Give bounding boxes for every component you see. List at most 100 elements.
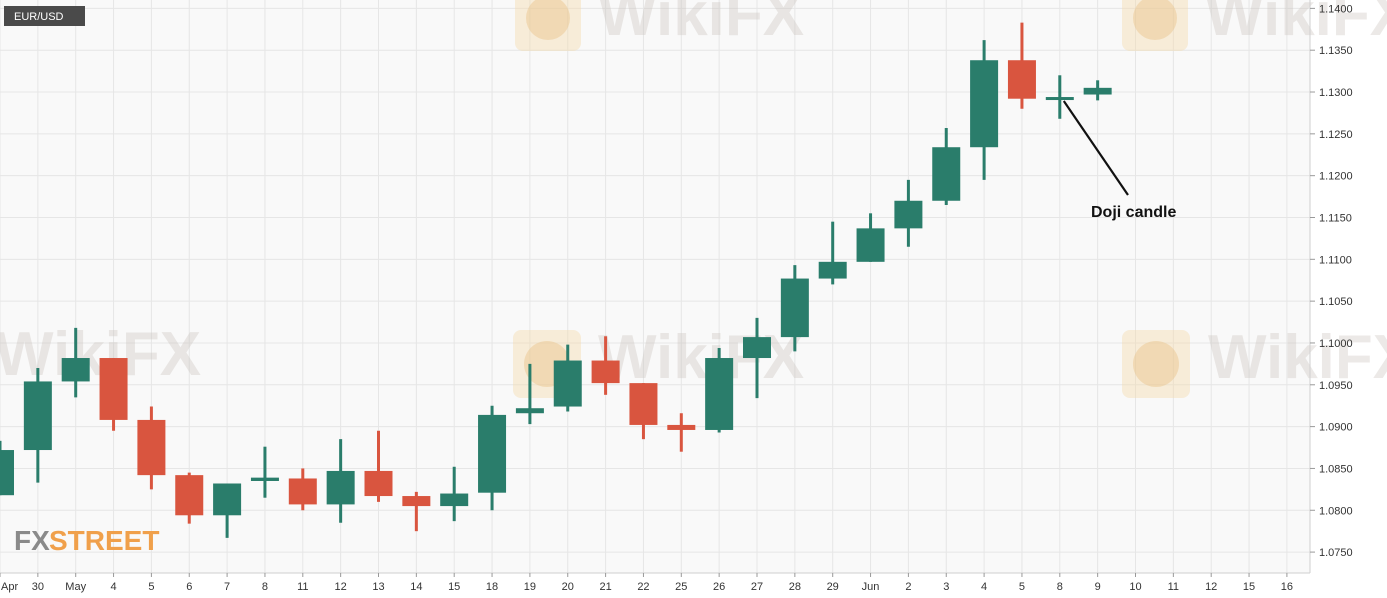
x-tick-label: 15	[1243, 581, 1255, 593]
candle-body	[440, 493, 469, 507]
candle-body	[364, 470, 393, 497]
candle-body	[629, 383, 658, 425]
x-tick-label: 14	[410, 581, 422, 593]
x-tick-label: 18	[486, 581, 498, 593]
candle-body	[932, 147, 961, 201]
candle-body	[818, 261, 847, 279]
fxstreet-logo: FX STREET	[14, 525, 159, 556]
x-tick-label: 28	[789, 581, 801, 593]
candle-body	[667, 424, 696, 430]
candle	[705, 347, 734, 433]
candle-body	[402, 496, 431, 507]
x-tick-label: 30	[32, 581, 44, 593]
x-tick-label: Jun	[862, 581, 880, 593]
x-tick-label: 5	[1019, 581, 1025, 593]
candle	[970, 40, 999, 180]
candle-body	[591, 360, 620, 384]
candle-body	[856, 228, 885, 262]
candle-body	[894, 200, 923, 229]
candle	[326, 439, 355, 523]
candle	[780, 265, 809, 352]
annotation-arrow-line	[1062, 100, 1129, 196]
candle-body	[61, 358, 90, 382]
x-tick-label: Apr	[1, 581, 18, 593]
x-tick-label: 9	[1095, 581, 1101, 593]
candle-body	[553, 360, 582, 407]
y-tick-label: 1.1250	[1319, 129, 1353, 141]
y-tick-label: 1.1400	[1319, 3, 1353, 15]
y-tick-label: 1.0950	[1319, 380, 1353, 392]
watermark-text: WikiFX	[598, 0, 804, 49]
x-tick-label: 19	[524, 581, 536, 593]
candle-body	[0, 450, 14, 496]
x-tick-label: 11	[297, 581, 308, 593]
x-tick-label: 8	[262, 581, 268, 593]
candle	[288, 468, 317, 511]
candle-body	[478, 414, 507, 493]
candle	[856, 213, 885, 262]
y-tick-label: 1.0750	[1319, 547, 1353, 559]
candle	[402, 491, 431, 532]
candle-body	[705, 358, 734, 430]
x-tick-label: 12	[1205, 581, 1217, 593]
watermark-logo	[1122, 0, 1188, 51]
y-axis-ticks: 1.1400 1.1350 1.1300 1.1250 1.1200 1.1150 1.11…	[1310, 3, 1353, 559]
grid-lines	[0, 0, 1310, 573]
brand-street: STREET	[49, 525, 159, 556]
annotation-label: Doji candle	[1091, 204, 1176, 221]
candle-body	[1083, 87, 1112, 95]
candle-body	[288, 478, 317, 505]
candle	[61, 327, 90, 398]
x-tick-label: May	[65, 581, 86, 593]
candle	[175, 472, 204, 524]
symbol-label: EUR/USD	[14, 11, 64, 23]
x-axis-ticks: Apr 30 May 4 5 6 7 8 11 12 13 14 15 18 19 20 21 22 25 26 27 2…	[0, 573, 1293, 593]
candle-body	[515, 408, 544, 414]
candle-body	[743, 337, 771, 359]
watermark-text: WikiFX	[598, 323, 804, 392]
x-tick-label: 21	[599, 581, 611, 593]
x-tick-label: 3	[943, 581, 949, 593]
y-tick-label: 1.0800	[1319, 505, 1353, 517]
x-tick-label: 15	[448, 581, 460, 593]
candle	[818, 221, 847, 285]
candle	[629, 383, 658, 440]
doji-annotation: Doji candle	[1062, 100, 1176, 221]
candle	[137, 406, 166, 490]
candle	[932, 127, 961, 205]
y-tick-label: 1.1050	[1319, 296, 1353, 308]
symbol-badge: EUR/USD	[4, 6, 85, 26]
candle	[99, 358, 128, 431]
watermark-layer: WikiFX WikiFX WikiFX WikiFX WikiFX	[0, 0, 1387, 398]
x-tick-label: 6	[186, 581, 192, 593]
candle	[364, 430, 393, 502]
watermark-text: WikiFX	[1208, 323, 1387, 392]
x-tick-label: 4	[981, 581, 987, 593]
candle	[250, 446, 279, 498]
candle	[667, 413, 696, 452]
x-tick-label: 11	[1168, 581, 1179, 593]
candle	[743, 317, 771, 399]
candle	[478, 405, 507, 511]
watermark-logo	[515, 0, 581, 51]
x-tick-label: 16	[1281, 581, 1293, 593]
candle	[553, 344, 582, 412]
symbol-badge-bg	[4, 6, 85, 26]
candle-body	[99, 358, 128, 420]
candle	[1007, 22, 1036, 109]
x-tick-label: 27	[751, 581, 763, 593]
candle-body	[1007, 60, 1036, 99]
candle	[894, 179, 923, 247]
candle	[1045, 75, 1074, 119]
candle-body	[970, 60, 999, 148]
x-tick-label: 12	[335, 581, 347, 593]
candle-body	[250, 477, 279, 481]
y-tick-label: 1.1350	[1319, 45, 1353, 57]
y-tick-label: 1.0850	[1319, 463, 1353, 475]
candle-body	[1045, 97, 1074, 101]
x-tick-label: 5	[148, 581, 154, 593]
y-tick-label: 1.1100	[1319, 254, 1352, 266]
candle-body	[175, 475, 204, 516]
